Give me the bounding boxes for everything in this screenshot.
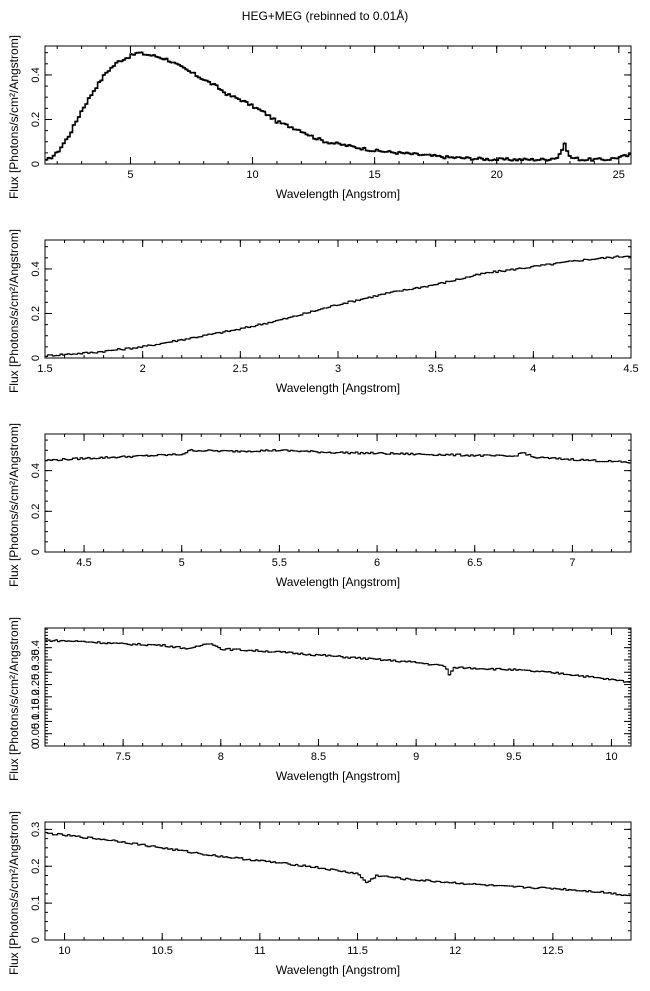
x-tick-label: 5: [179, 557, 185, 569]
panel-3: 4.5 5 5.5 6 6.5 7 0 0.2 0.4 Wavelength [Angstrom]…: [7, 423, 632, 589]
panel-5: 10 10.5 11 11.5 12 12.5 0 0.1 0.2 0.3 Wavelength […: [7, 811, 632, 977]
x-tick-label: 3.5: [428, 363, 443, 375]
y-tick-label: 0.1: [30, 714, 42, 729]
y-axis-label: Flux [Photons/s/cm²/Angstrom]: [7, 35, 21, 199]
x-tick-label: 8.5: [311, 751, 326, 763]
y-tick-label: 0.2: [30, 112, 42, 127]
spectrum-line: [45, 449, 631, 464]
x-tick-label: 20: [491, 169, 503, 181]
x-tick-label: 11: [254, 945, 265, 957]
y-tick-label: 0.1: [30, 895, 42, 910]
x-tick-label: 12: [449, 945, 461, 957]
x-tick-label: 1.5: [37, 363, 52, 375]
y-axis-label: Flux [Photons/s/cm²/Angstrom]: [7, 811, 21, 975]
y-tick-label: 0.4: [30, 261, 42, 276]
x-axis-label: Wavelength [Angstrom]: [276, 769, 400, 783]
y-tick-label: 0.35: [30, 649, 42, 670]
x-tick-label: 11.5: [347, 945, 368, 957]
y-tick-label: 0.4: [30, 463, 42, 478]
x-tick-label: 25: [613, 169, 625, 181]
y-tick-label: 0: [30, 549, 42, 555]
y-tick-label: 0.4: [30, 640, 42, 655]
x-tick-label: 9.5: [506, 751, 521, 763]
figure-title: HEG+MEG (rebinned to 0.01Å): [241, 9, 409, 23]
panel-2: 1.5 2 2.5 3 3.5 4 4.5 0 0.2 0.4 Wavelength [Angstr…: [7, 229, 639, 395]
y-tick-label: 0.2: [30, 504, 42, 519]
y-tick-label: 0.3: [30, 665, 42, 680]
x-tick-label: 10: [246, 169, 258, 181]
y-tick-label: 0.2: [30, 689, 42, 704]
plot-frame: [44, 627, 632, 747]
x-tick-label: 10: [58, 945, 70, 957]
y-tick-label: 0.2: [30, 859, 42, 874]
x-tick-label: 3: [335, 363, 341, 375]
y-axis-label: Flux [Photons/s/cm²/Angstrom]: [7, 617, 21, 781]
spectrum-line: [45, 639, 631, 683]
panel-4: 7.5 8 8.5 9 9.5 10 00.050.10.150.20.250.30.350…: [7, 617, 632, 783]
x-tick-label: 9: [413, 751, 419, 763]
y-tick-label: 0.2: [30, 306, 42, 321]
plot-frame: [44, 45, 632, 165]
x-tick-label: 4: [530, 363, 536, 375]
x-tick-label: 7.5: [115, 751, 130, 763]
spectrum-line: [45, 255, 631, 357]
x-axis-label: Wavelength [Angstrom]: [276, 187, 400, 201]
x-axis-label: Wavelength [Angstrom]: [276, 963, 400, 977]
y-tick-label: 0.25: [30, 674, 42, 695]
x-tick-label: 10: [605, 751, 617, 763]
x-tick-label: 5.5: [272, 557, 287, 569]
y-tick-label: 0.15: [30, 698, 42, 719]
x-tick-label: 6: [374, 557, 380, 569]
x-tick-label: 4.5: [76, 557, 91, 569]
x-tick-label: 2: [140, 363, 146, 375]
plot-frame: [44, 433, 632, 553]
y-tick-label: 0: [30, 355, 42, 361]
y-axis-label: Flux [Photons/s/cm²/Angstrom]: [7, 423, 21, 587]
x-tick-label: 2.5: [233, 363, 248, 375]
x-axis-label: Wavelength [Angstrom]: [276, 575, 400, 589]
panel-1: 5 10 15 20 25 0 0.2 0.4 Wavelength [Angstrom] Flu…: [7, 35, 632, 201]
x-tick-label: 8: [218, 751, 224, 763]
spectrum-line: [45, 832, 631, 897]
x-tick-label: 12.5: [542, 945, 563, 957]
y-tick-label: 0.05: [30, 723, 42, 744]
x-tick-label: 7: [569, 557, 575, 569]
y-tick-label: 0: [30, 743, 42, 749]
y-axis-label: Flux [Photons/s/cm²/Angstrom]: [7, 229, 21, 393]
spectrum-line: [45, 51, 631, 162]
y-tick-label: 0.4: [30, 67, 42, 82]
y-tick-label: 0: [30, 161, 42, 167]
plot-frame: [44, 821, 632, 941]
y-tick-label: 0: [30, 937, 42, 943]
x-tick-label: 4.5: [623, 363, 638, 375]
y-tick-label: 0.3: [30, 822, 42, 837]
x-tick-label: 6.5: [467, 557, 482, 569]
x-tick-label: 10.5: [151, 945, 172, 957]
x-tick-label: 15: [369, 169, 381, 181]
x-axis-label: Wavelength [Angstrom]: [276, 381, 400, 395]
x-tick-label: 5: [127, 169, 133, 181]
plot-frame: [44, 239, 632, 359]
